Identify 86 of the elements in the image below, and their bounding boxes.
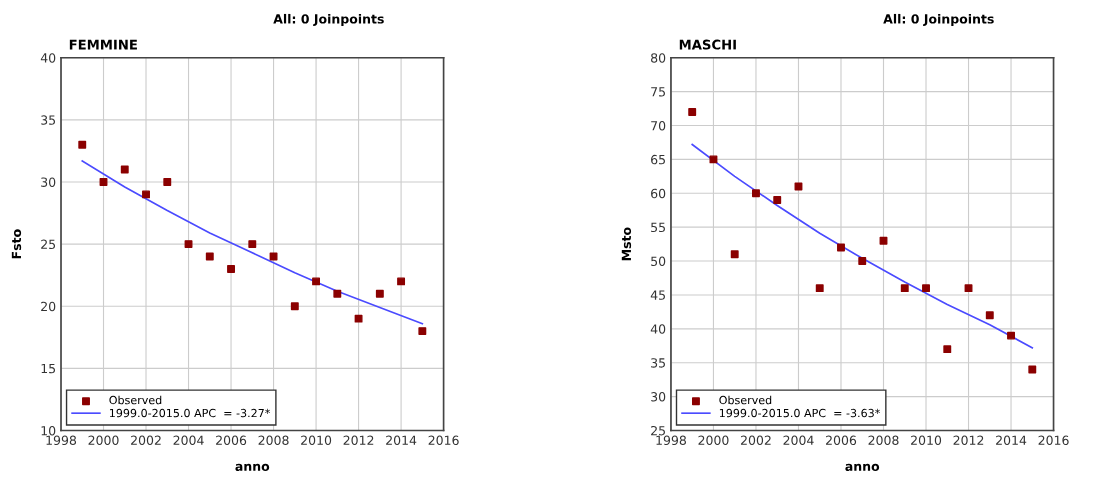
y-axis-title: Fsto [11, 229, 22, 259]
point [78, 140, 87, 149]
x-tick-label: 2016 [428, 435, 459, 446]
point [730, 250, 739, 259]
y-tick-label: 20 [41, 301, 56, 312]
point [354, 314, 363, 323]
x-tick-label: 2012 [953, 435, 984, 446]
legend-label: Observed [109, 395, 162, 405]
x-tick-label: 2014 [386, 435, 417, 446]
point [163, 178, 172, 186]
point [333, 289, 342, 298]
y-tick-label: 30 [41, 177, 56, 187]
point [964, 284, 973, 293]
chart-title: All: 0 Joinpoints [883, 13, 994, 27]
point [985, 311, 994, 320]
y-tick-label: 15 [41, 364, 56, 374]
point [688, 107, 697, 116]
x-tick-label: 2006 [826, 435, 857, 446]
legend-label: Observed [719, 395, 772, 405]
point [142, 190, 150, 199]
x-axis-title: anno [845, 463, 880, 472]
x-tick-label: 2010 [911, 435, 942, 446]
x-tick-label: 2016 [1038, 435, 1069, 446]
y-tick-label: 40 [650, 324, 666, 334]
point [120, 165, 129, 174]
point [837, 243, 845, 252]
y-tick-label: 25 [41, 239, 56, 250]
point [397, 277, 406, 286]
y-tick-label: 65 [651, 154, 665, 165]
point [900, 284, 909, 293]
y-tick-label: 45 [650, 290, 665, 300]
point [375, 289, 384, 298]
point [269, 252, 278, 261]
point [1007, 331, 1015, 340]
y-tick-label: 70 [651, 120, 666, 131]
x-tick-label: 2004 [173, 435, 204, 446]
point [922, 284, 930, 293]
point [418, 327, 427, 336]
y-tick-label: 10 [41, 425, 56, 436]
point [815, 284, 824, 293]
point [752, 189, 760, 198]
x-tick-label: 1998 [656, 435, 686, 446]
x-tick-label: 2004 [783, 435, 814, 446]
y-tick-label: 80 [651, 53, 666, 63]
x-axis-title: anno [235, 463, 270, 472]
x-tick-label: 2008 [868, 435, 899, 446]
y-tick-label: 55 [651, 222, 665, 233]
point [184, 240, 193, 249]
chart-subtitle: MASCHI [679, 39, 736, 50]
legend-label: 1999.0-2015.0 APC = -3.27* [109, 408, 271, 418]
point [709, 155, 718, 164]
chart-subtitle: FEMMINE [69, 39, 137, 50]
point [773, 196, 782, 205]
point [879, 236, 888, 245]
point [312, 277, 321, 286]
line-series [691, 143, 1034, 349]
x-tick-label: 2002 [740, 435, 771, 446]
x-tick-label: 1998 [46, 435, 77, 446]
y-tick-label: 75 [651, 87, 665, 97]
point [248, 240, 257, 249]
legend-label: 1999.0-2015.0 APC = -3.63* [719, 408, 880, 418]
y-tick-label: 50 [651, 256, 666, 266]
x-tick-label: 2010 [301, 435, 332, 446]
y-tick-label: 40 [40, 53, 56, 63]
x-tick-label: 2000 [88, 435, 119, 446]
y-tick-label: 35 [651, 358, 665, 368]
x-tick-label: 2006 [216, 435, 247, 446]
y-tick-label: 35 [41, 115, 56, 125]
point [1028, 365, 1037, 374]
point [290, 302, 299, 311]
line-series [81, 160, 424, 325]
point [227, 265, 235, 273]
point [205, 252, 214, 261]
point [858, 257, 867, 266]
x-tick-label: 2014 [996, 435, 1027, 446]
x-tick-label: 2008 [258, 435, 289, 446]
y-tick-label: 30 [651, 392, 666, 402]
x-tick-label: 2000 [698, 435, 729, 446]
point [99, 178, 108, 186]
x-tick-label: 2002 [131, 435, 161, 446]
y-tick-label: 25 [651, 425, 665, 436]
y-tick-label: 60 [651, 188, 666, 199]
x-tick-label: 2012 [343, 435, 374, 446]
chart-title: All: 0 Joinpoints [273, 13, 384, 27]
point [943, 345, 952, 354]
y-axis-title: Msto [621, 227, 632, 261]
